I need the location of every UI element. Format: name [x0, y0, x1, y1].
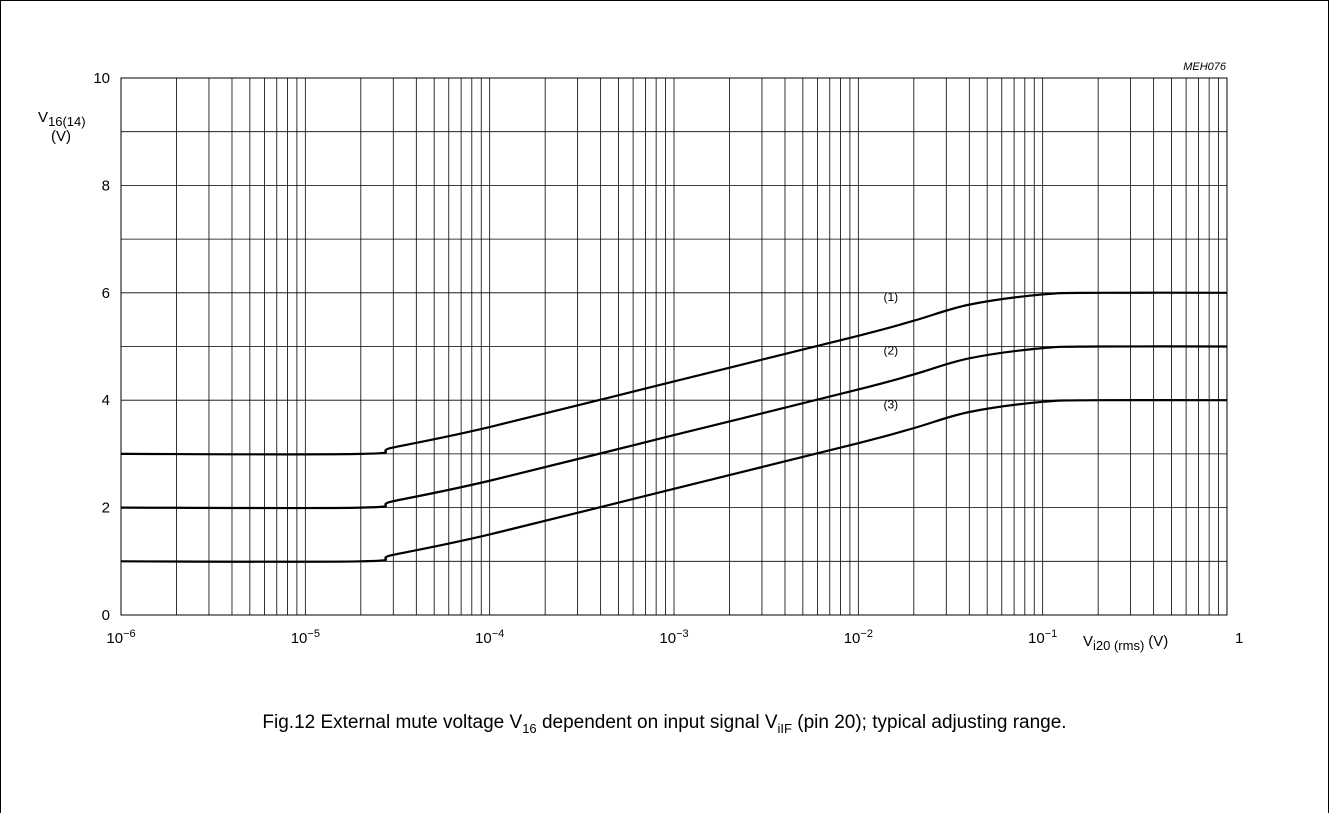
grid: [121, 78, 1227, 615]
series-line-2: [120, 345, 1228, 510]
y-axis-label: V16(14): [38, 109, 86, 129]
x-tick-label: 10−4: [475, 628, 504, 647]
y-tick-label: 6: [102, 285, 110, 302]
y-axis-unit: (V): [51, 128, 71, 145]
y-tick-label: 2: [102, 500, 110, 517]
y-axis-label-sub: 16(14): [48, 114, 86, 129]
series-group: [120, 291, 1228, 563]
x-tick-label: 10−6: [106, 628, 135, 647]
caption-suffix: (pin 20); typical adjusting range.: [791, 712, 1067, 733]
y-axis-label-main: V: [38, 109, 48, 126]
x-axis-label-main: V: [1083, 633, 1093, 650]
series-labels: (1) (2) (3): [883, 290, 898, 411]
series-label-2: (2): [883, 344, 898, 358]
x-tick-label: 10−3: [659, 628, 688, 647]
y-tick-label: 0: [102, 607, 110, 624]
figure-code: MEH076: [1183, 61, 1227, 73]
caption-sub-1: 16: [522, 720, 537, 736]
x-tick-label: 10−2: [844, 628, 873, 647]
y-tick-label: 8: [102, 177, 110, 194]
series-line-1: [120, 291, 1228, 456]
series-label-1: (1): [883, 290, 898, 304]
figure-caption: Fig.12 External mute voltage V16 depende…: [0, 712, 1329, 736]
x-axis-label-unit: (V): [1148, 633, 1168, 650]
x-axis-label-sub: i20 (rms): [1093, 638, 1144, 653]
caption-prefix: Fig.12 External mute voltage V: [262, 712, 523, 733]
x-axis-label: Vi20 (rms) (V): [1083, 633, 1168, 653]
x-tick-label: 10−1: [1028, 628, 1057, 647]
series-label-3: (3): [883, 397, 898, 411]
x-axis-ticks: 10−6 10−5 10−4 10−3 10−2 10−1 1: [106, 628, 1243, 647]
series-line-3: [120, 398, 1228, 563]
x-tick-label: 1: [1235, 630, 1243, 647]
caption-middle: dependent on input signal V: [536, 712, 778, 733]
y-tick-label: 10: [93, 70, 110, 87]
caption-sub-2: iIF: [777, 720, 792, 736]
x-tick-label: 10−5: [291, 628, 320, 647]
y-tick-label: 4: [102, 392, 110, 409]
y-axis-ticks: 0 2 4 6 8 10: [93, 70, 110, 624]
